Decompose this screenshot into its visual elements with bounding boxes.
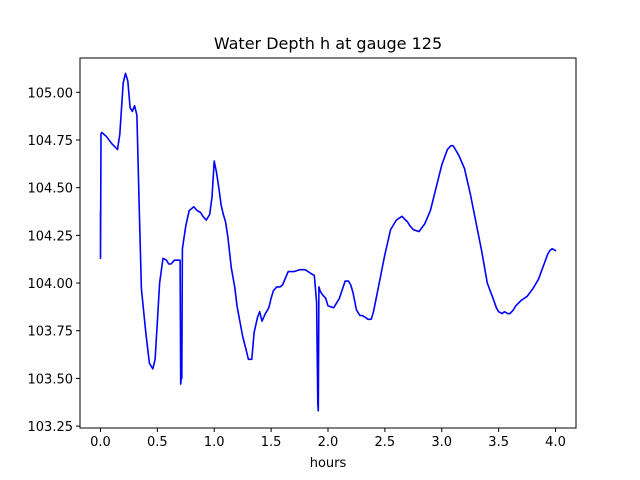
x-tick-label: 1.0 bbox=[204, 435, 225, 450]
y-tick-label: 104.25 bbox=[28, 229, 74, 244]
series-line bbox=[99, 72, 557, 412]
y-tick-label: 104.75 bbox=[28, 134, 74, 149]
y-tick-label: 104.00 bbox=[28, 277, 74, 292]
x-axis: 0.0 0.5 1.0 1.5 2.0 2.5 3.0 3.5 4.0 bbox=[90, 428, 566, 450]
x-tick-label: 1.5 bbox=[261, 435, 282, 450]
y-axis: 103.25 103.50 103.75 104.00 104.25 104.50 104.… bbox=[28, 86, 80, 435]
x-tick-label: 3.5 bbox=[488, 435, 509, 450]
x-tick-label: 0.0 bbox=[90, 435, 111, 450]
y-tick-label: 105.00 bbox=[28, 86, 74, 101]
y-tick-label: 104.50 bbox=[28, 182, 74, 197]
x-tick-label: 2.0 bbox=[318, 435, 339, 450]
y-tick-label: 103.75 bbox=[28, 325, 74, 340]
y-tick-label: 103.25 bbox=[28, 420, 74, 435]
plot-area-frame bbox=[79, 57, 577, 429]
x-tick-label: 4.0 bbox=[545, 435, 566, 450]
chart-title: Water Depth h at gauge 125 bbox=[214, 34, 442, 53]
x-axis-label: hours bbox=[310, 456, 347, 471]
y-tick-label: 103.50 bbox=[28, 372, 74, 387]
x-tick-label: 0.5 bbox=[147, 435, 168, 450]
series-layer bbox=[99, 72, 557, 412]
x-tick-label: 3.0 bbox=[431, 435, 452, 450]
x-tick-label: 2.5 bbox=[375, 435, 396, 450]
